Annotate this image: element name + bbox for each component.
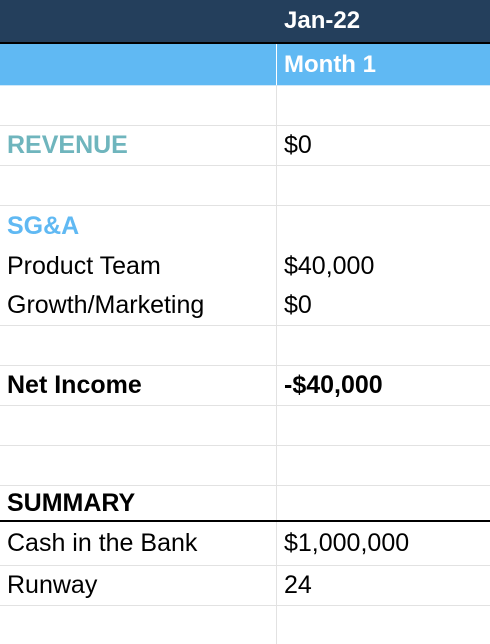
growth-marketing-value-cell[interactable]: $0 [284, 291, 312, 319]
empty-cell[interactable] [277, 446, 490, 485]
month-header-cell[interactable]: Jan-22 [284, 7, 361, 34]
empty-cell[interactable] [0, 406, 277, 445]
empty-cell[interactable] [0, 166, 277, 205]
runway-label-cell[interactable]: Runway [0, 566, 277, 605]
growth-marketing-row: Growth/Marketing $0 [0, 286, 490, 326]
empty-cell[interactable] [277, 206, 490, 246]
empty-row [0, 406, 490, 446]
product-team-row: Product Team $40,000 [0, 246, 490, 286]
empty-cell[interactable] [0, 446, 277, 485]
runway-value-cell[interactable]: 24 [284, 571, 312, 599]
product-team-value-cell[interactable]: $40,000 [284, 251, 375, 280]
product-team-label-cell[interactable]: Product Team [0, 246, 277, 286]
header-row-date: Jan-22 [0, 0, 490, 44]
header-row-period: Month 1 [0, 44, 490, 86]
cash-in-bank-label-cell[interactable]: Cash in the Bank [0, 522, 277, 565]
cash-in-bank-row: Cash in the Bank $1,000,000 [0, 522, 490, 566]
sga-label-cell[interactable]: SG&A [0, 206, 277, 246]
empty-cell[interactable] [277, 406, 490, 445]
sga-section-row: SG&A [0, 206, 490, 246]
empty-cell[interactable] [277, 166, 490, 205]
empty-cell[interactable] [277, 86, 490, 125]
summary-label-cell[interactable]: SUMMARY [0, 486, 277, 520]
net-income-label-cell[interactable]: Net Income [0, 366, 277, 405]
cash-in-bank-value-cell[interactable]: $1,000,000 [284, 529, 410, 557]
net-income-row: Net Income -$40,000 [0, 366, 490, 406]
empty-row [0, 446, 490, 486]
cell-a1[interactable] [0, 0, 277, 42]
empty-row [0, 86, 490, 126]
empty-row [0, 326, 490, 366]
runway-row: Runway 24 [0, 566, 490, 606]
growth-marketing-label-cell[interactable]: Growth/Marketing [0, 286, 277, 325]
empty-cell[interactable] [277, 606, 490, 644]
empty-cell[interactable] [0, 86, 277, 125]
empty-cell[interactable] [277, 486, 490, 520]
empty-cell[interactable] [0, 606, 277, 644]
revenue-value-cell[interactable]: $0 [284, 131, 312, 159]
period-header-cell[interactable]: Month 1 [284, 50, 376, 78]
cell-a2[interactable] [0, 44, 277, 85]
summary-section-row: SUMMARY [0, 486, 490, 522]
revenue-label-cell[interactable]: REVENUE [0, 126, 277, 165]
empty-cell[interactable] [0, 326, 277, 365]
empty-cell[interactable] [277, 326, 490, 365]
net-income-value-cell[interactable]: -$40,000 [284, 371, 383, 399]
revenue-row: REVENUE $0 [0, 126, 490, 166]
empty-row [0, 606, 490, 644]
empty-row [0, 166, 490, 206]
